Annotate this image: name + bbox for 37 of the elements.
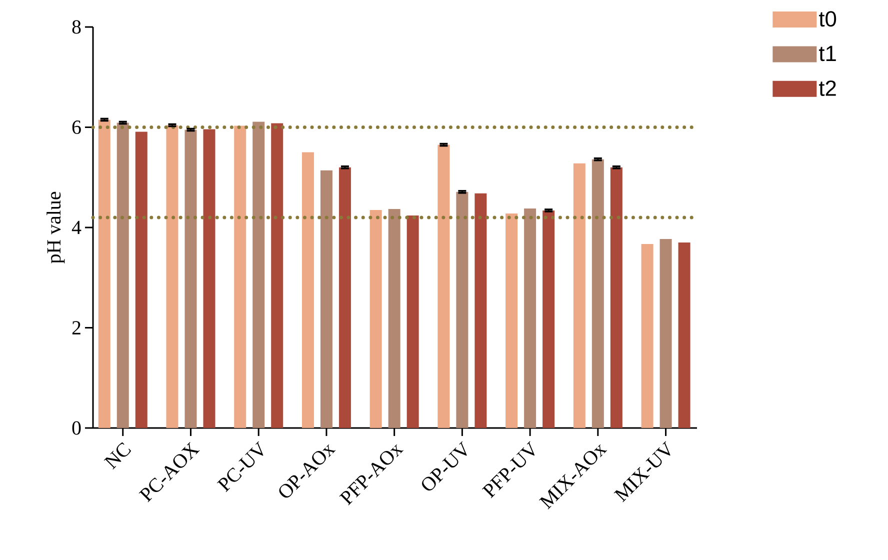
legend-label: t0	[818, 11, 836, 27]
bar	[135, 132, 148, 428]
bar	[678, 242, 690, 428]
bar	[271, 123, 284, 428]
bar	[184, 130, 197, 428]
bar	[641, 244, 654, 428]
bar	[406, 215, 419, 428]
y-tick-label: 4	[72, 220, 82, 234]
y-tick-label: 6	[72, 120, 81, 134]
bar	[302, 152, 314, 428]
bar	[438, 144, 450, 428]
bar	[573, 163, 586, 428]
bar	[474, 193, 487, 428]
bar	[542, 210, 555, 428]
bar	[370, 210, 382, 428]
y-tick-label: 8	[72, 20, 81, 34]
bar	[234, 126, 246, 428]
legend-label: t1	[818, 46, 836, 62]
bar	[320, 170, 332, 428]
bar	[338, 167, 351, 428]
legend-label: t2	[818, 80, 836, 96]
bar	[98, 120, 110, 428]
bar	[166, 125, 178, 428]
bar	[660, 239, 672, 428]
bar	[116, 122, 129, 428]
bar	[252, 122, 265, 428]
bar	[203, 129, 216, 428]
bar	[388, 208, 400, 428]
x-tick-label: NC	[104, 442, 132, 470]
bar	[456, 192, 468, 428]
bar	[610, 167, 622, 428]
y-tick-label: 2	[72, 321, 80, 334]
bar	[506, 213, 518, 428]
bar	[524, 208, 536, 428]
y-tick-label: 0	[72, 421, 81, 435]
y-axis-title: pH value	[46, 192, 65, 264]
bar	[592, 159, 604, 428]
